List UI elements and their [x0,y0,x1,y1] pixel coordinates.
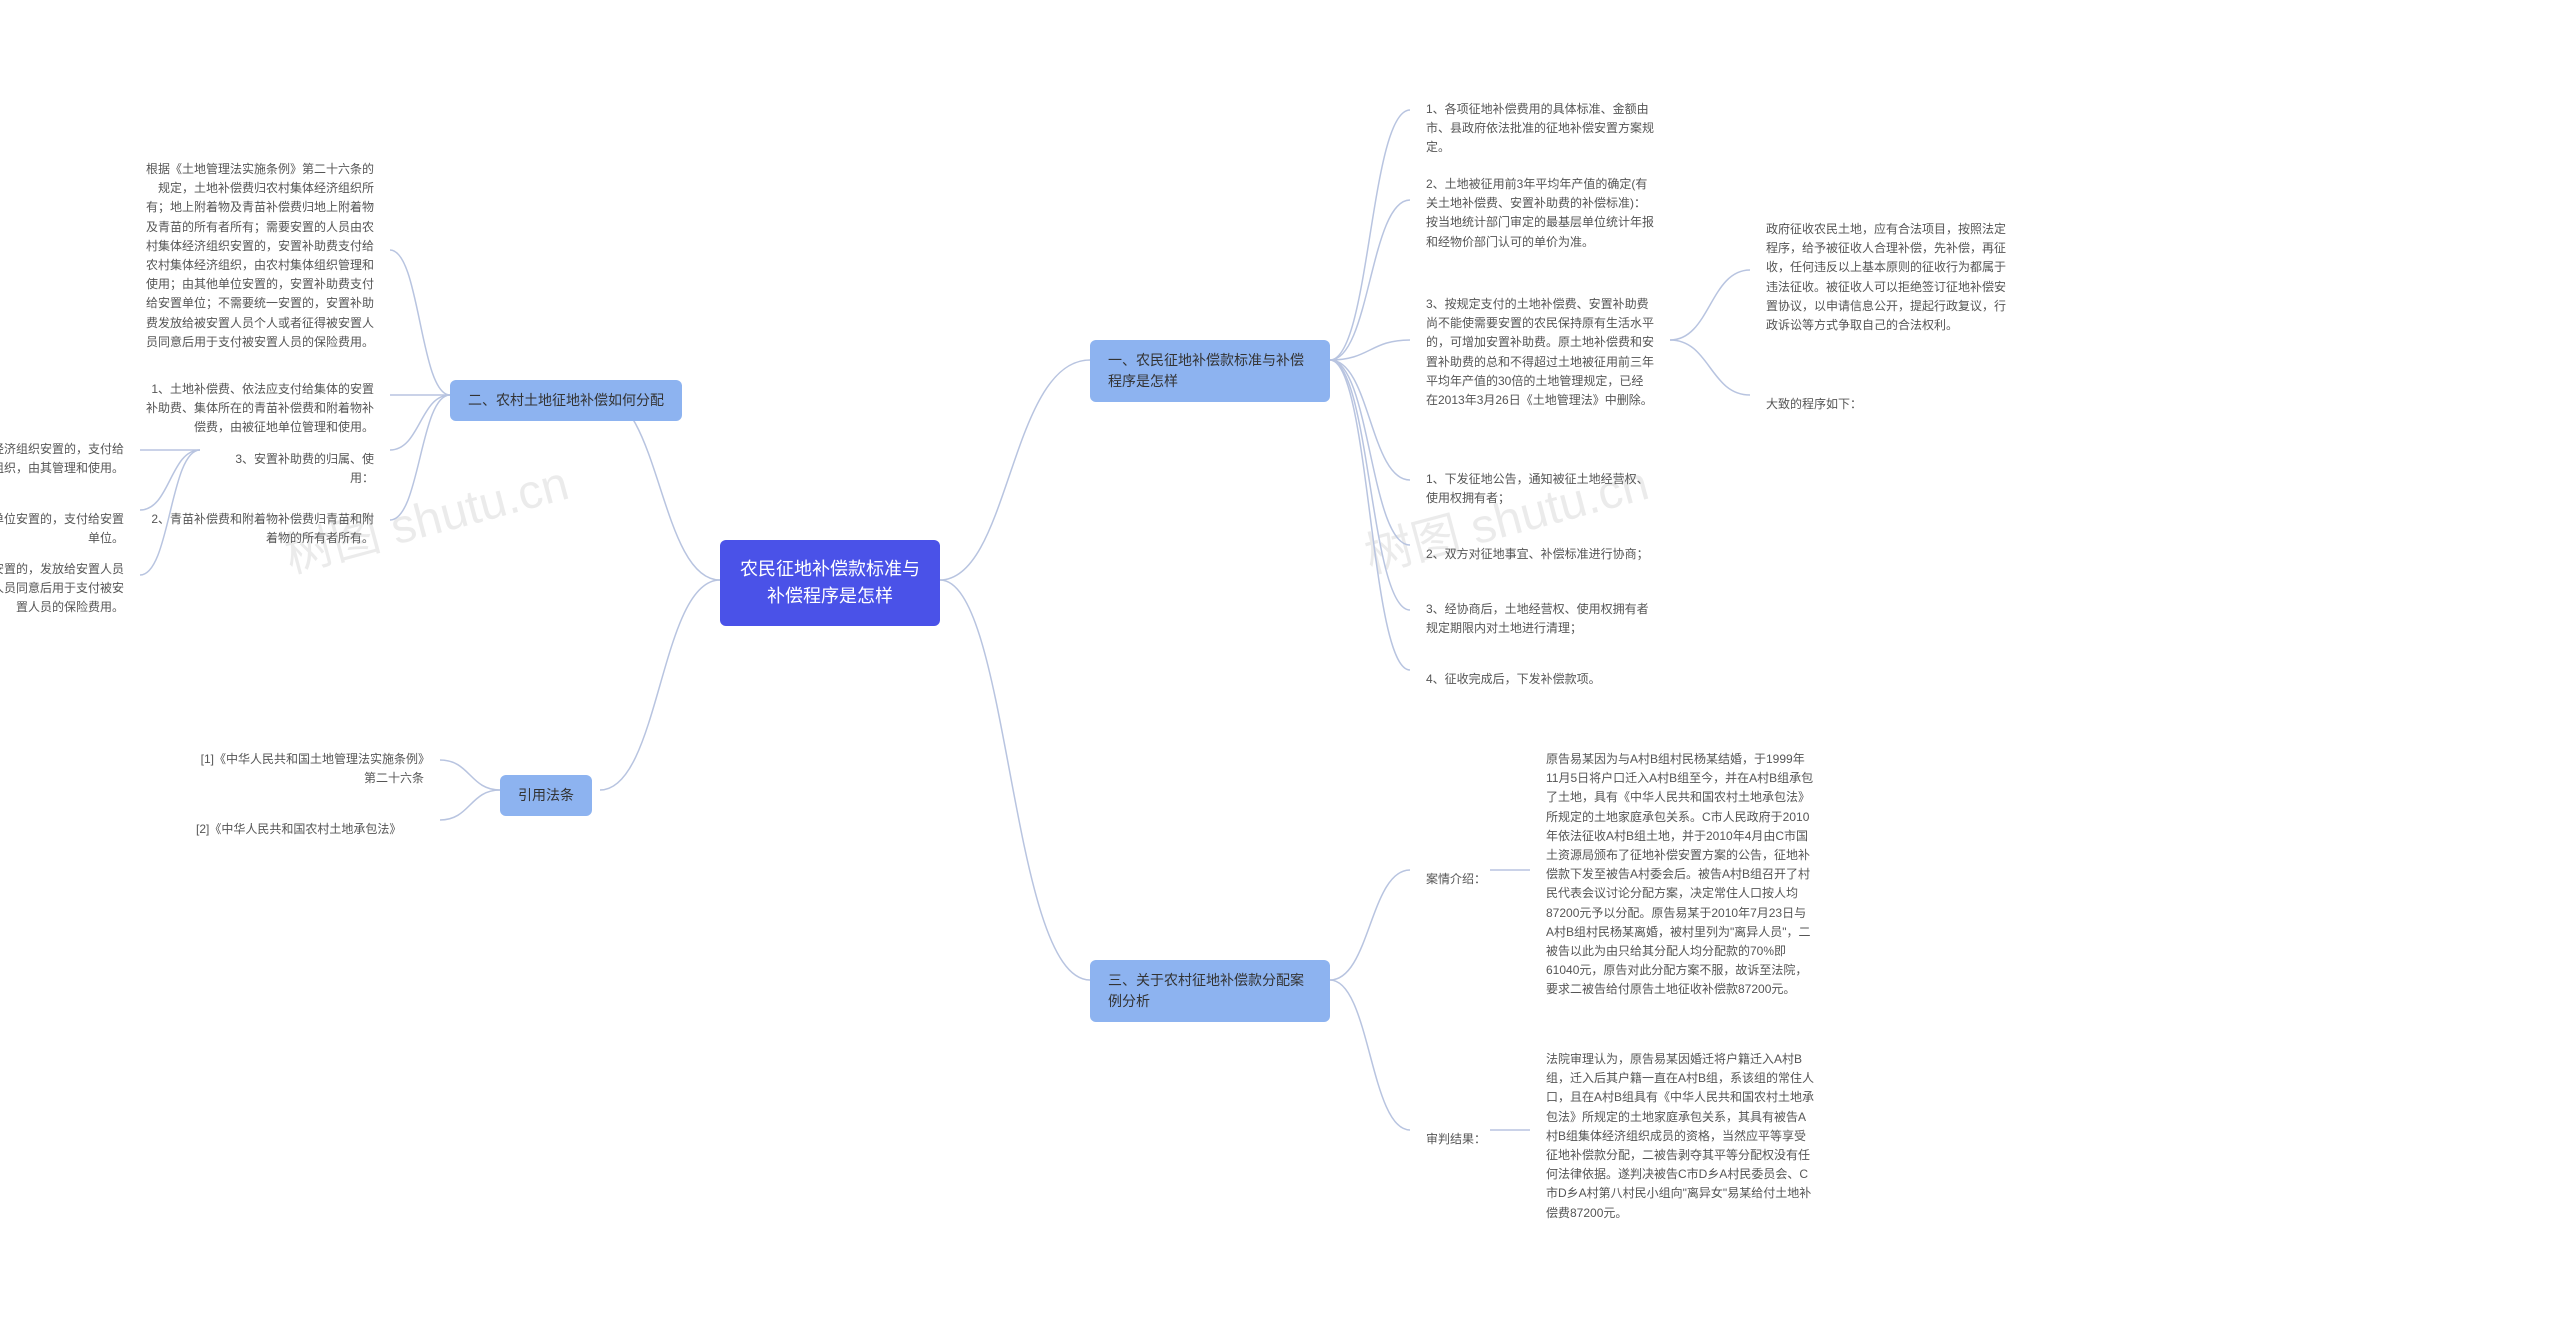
branch1-item-4: 1、下发征地公告，通知被征土地经营权、使用权拥有者； [1410,460,1670,518]
branch1-item-2: 2、土地被征用前3年平均年产值的确定(有关土地补偿费、安置补助费的补偿标准)：按… [1410,165,1670,262]
law-item-1: [1]《中华人民共和国土地管理法实施条例》第二十六条 [180,740,440,798]
branch1-item-3: 3、按规定支付的土地补偿费、安置补助费尚不能使需要安置的农民保持原有生活水平的，… [1410,285,1670,420]
branch1-extra-1: 政府征收农民土地，应有合法项目，按照法定程序，给予被征收人合理补偿，先补偿，再征… [1750,210,2030,345]
branch1-item-7: 4、征收完成后，下发补偿款项。 [1410,660,1617,699]
branch3-text-1: 原告易某因为与A村B组村民杨某结婚，于1999年11月5日将户口迁入A村B组至今… [1530,740,1830,1009]
branch2-sub3-1: (1)由农村集体经济组织安置的，支付给农村集体经济组织，由其管理和使用。 [0,430,140,488]
branch1-extra-2: 大致的程序如下： [1750,385,1878,424]
branch2-sub3-3: (3)不需要统一安置的，发放给安置人员个人或经被安置人员同意后用于支付被安置人员… [0,550,140,628]
branch3-text-2: 法院审理认为，原告易某因婚迁将户籍迁入A村B组，迁入后其户籍一直在A村B组，系该… [1530,1040,1830,1233]
branch3-label-1: 案情介绍： [1410,860,1502,899]
branch-2[interactable]: 二、农村土地征地补偿如何分配 [450,380,682,421]
mindmap-root[interactable]: 农民征地补偿款标准与补偿程序是怎样 [720,540,940,626]
branch-1[interactable]: 一、农民征地补偿款标准与补偿程序是怎样 [1090,340,1330,402]
branch2-item-1: 1、土地补偿费、依法应支付给集体的安置补助费、集体所在的青苗补偿费和附着物补偿费… [130,370,390,448]
branch1-item-5: 2、双方对征地事宜、补偿标准进行协商； [1410,535,1665,574]
branch1-item-6: 3、经协商后，土地经营权、使用权拥有者规定期限内对土地进行清理； [1410,590,1670,648]
law-item-2: [2]《中华人民共和国农村土地承包法》 [180,810,417,849]
branch2-item-2: 2、青苗补偿费和附着物补偿费归青苗和附着物的所有者所有。 [130,500,390,558]
branch-3[interactable]: 三、关于农村征地补偿款分配案例分析 [1090,960,1330,1022]
branch-law[interactable]: 引用法条 [500,775,592,816]
branch1-item-1: 1、各项征地补偿费用的具体标准、金额由市、县政府依法批准的征地补偿安置方案规定。 [1410,90,1670,168]
branch2-intro: 根据《土地管理法实施条例》第二十六条的规定，土地补偿费归农村集体经济组织所有；地… [130,150,390,362]
branch2-item-3: 3、安置补助费的归属、使用： [200,440,390,498]
branch3-label-2: 审判结果： [1410,1120,1502,1159]
